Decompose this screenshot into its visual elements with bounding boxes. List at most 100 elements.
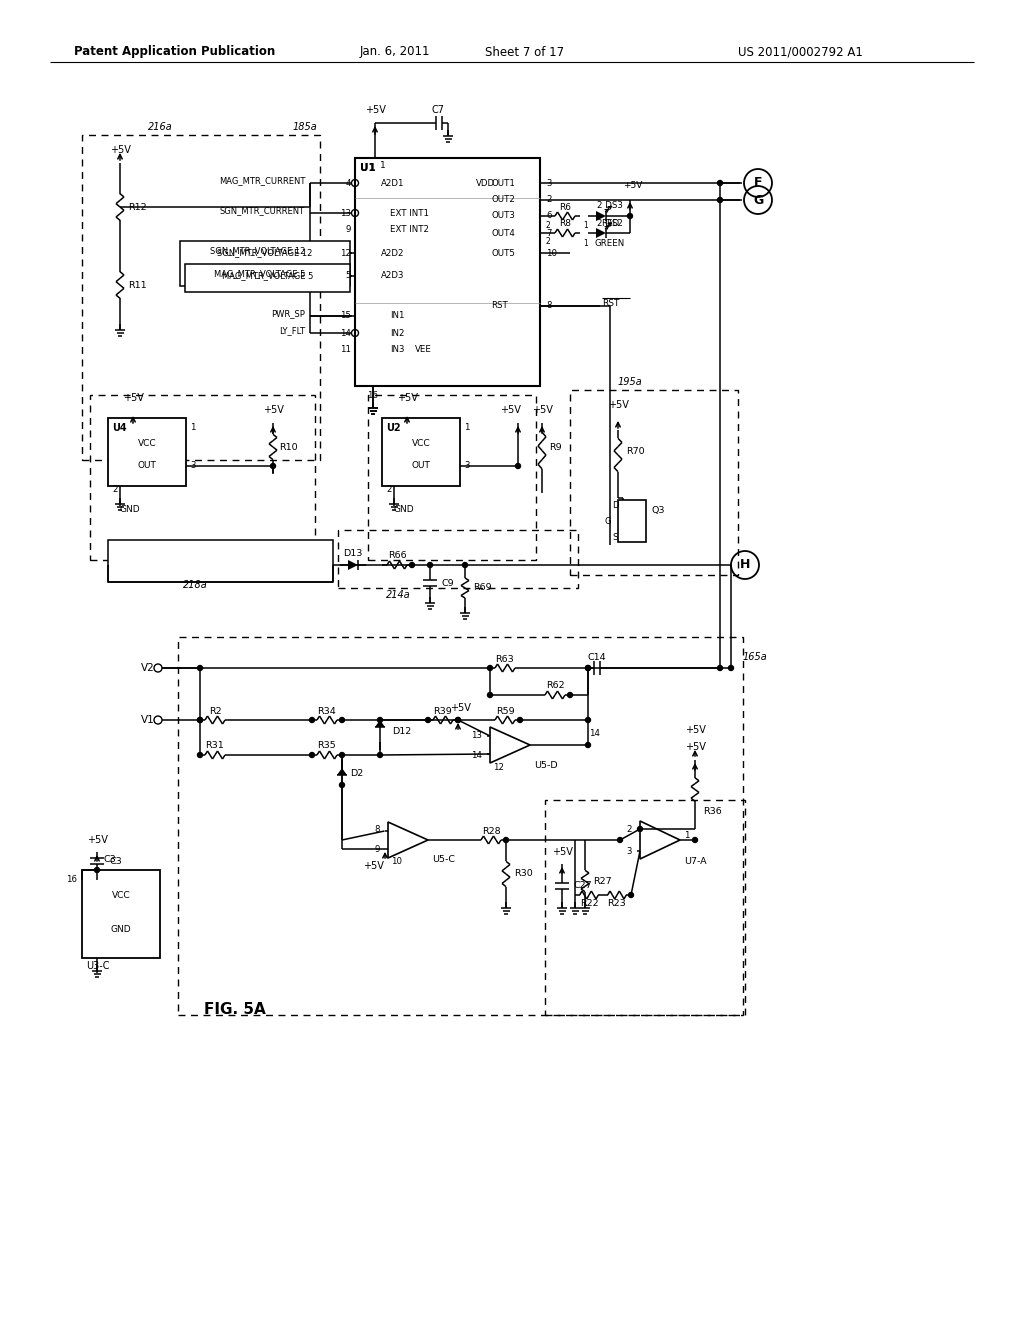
Text: 3: 3 <box>464 462 469 470</box>
Text: U1: U1 <box>360 162 376 173</box>
Circle shape <box>638 826 642 832</box>
Text: F: F <box>754 177 762 190</box>
Text: +5V: +5V <box>365 106 385 115</box>
Text: R2: R2 <box>209 706 221 715</box>
Text: +5V: +5V <box>87 836 108 845</box>
Text: R35: R35 <box>317 742 336 751</box>
Circle shape <box>586 665 591 671</box>
Text: U5-C: U5-C <box>432 855 455 865</box>
Circle shape <box>270 463 275 469</box>
Text: OUT4: OUT4 <box>492 228 515 238</box>
Circle shape <box>309 718 314 722</box>
Text: 15: 15 <box>341 312 351 321</box>
Bar <box>108 540 333 582</box>
Text: Sheet 7 of 17: Sheet 7 of 17 <box>485 45 564 58</box>
Text: 10: 10 <box>546 248 557 257</box>
Text: 6: 6 <box>546 211 552 220</box>
Text: RST: RST <box>492 301 508 310</box>
Text: IN1: IN1 <box>390 312 404 321</box>
Text: 9: 9 <box>375 846 380 854</box>
Text: +5V: +5V <box>531 405 552 414</box>
Circle shape <box>340 752 344 758</box>
Text: R11: R11 <box>128 281 146 289</box>
Text: VCC: VCC <box>412 438 430 447</box>
Circle shape <box>340 718 344 722</box>
Text: 14: 14 <box>471 751 482 759</box>
Text: 8: 8 <box>546 301 552 310</box>
Text: 214a: 214a <box>386 590 411 601</box>
Text: D: D <box>611 500 618 510</box>
Text: 2: 2 <box>546 195 552 205</box>
Text: 8: 8 <box>375 825 380 834</box>
Text: 12: 12 <box>341 248 351 257</box>
Text: 2: 2 <box>546 238 550 247</box>
Text: 9: 9 <box>345 226 350 235</box>
Text: 5: 5 <box>345 272 351 281</box>
Text: U2: U2 <box>386 422 400 433</box>
Polygon shape <box>348 560 358 570</box>
Text: G: G <box>604 517 611 527</box>
Circle shape <box>410 562 415 568</box>
Text: Jan. 6, 2011: Jan. 6, 2011 <box>359 45 430 58</box>
Text: EXT INT2: EXT INT2 <box>390 226 429 235</box>
Text: VEE: VEE <box>415 346 431 355</box>
Bar <box>618 500 646 543</box>
Text: 1: 1 <box>190 424 196 433</box>
Text: GND: GND <box>393 504 415 513</box>
Text: 16: 16 <box>368 392 379 400</box>
Text: 165a: 165a <box>742 652 767 663</box>
Text: R12: R12 <box>128 202 146 211</box>
Text: R28: R28 <box>481 826 501 836</box>
Text: 1: 1 <box>380 161 386 170</box>
Text: 2: 2 <box>627 825 632 833</box>
Text: R70: R70 <box>626 447 645 457</box>
Text: C3: C3 <box>109 857 122 866</box>
Text: OUT: OUT <box>412 462 430 470</box>
Polygon shape <box>375 719 385 727</box>
Circle shape <box>463 562 468 568</box>
Text: VCC: VCC <box>137 438 157 447</box>
Text: R69: R69 <box>473 583 492 593</box>
Text: R63: R63 <box>496 655 514 664</box>
Text: 11: 11 <box>341 346 351 355</box>
Text: U7-A: U7-A <box>684 858 707 866</box>
Text: 3: 3 <box>190 462 196 470</box>
Text: VCC: VCC <box>112 891 130 899</box>
Text: +5V: +5V <box>362 861 383 871</box>
Text: +5V: +5V <box>396 393 418 403</box>
Text: U3-C: U3-C <box>86 961 110 972</box>
Circle shape <box>456 718 461 722</box>
Text: 2: 2 <box>546 220 550 230</box>
Text: S: S <box>612 533 617 543</box>
Polygon shape <box>596 211 606 220</box>
Text: SGN_MTR_CURRENT: SGN_MTR_CURRENT <box>220 206 305 215</box>
Text: 1: 1 <box>584 222 589 231</box>
Text: 16: 16 <box>66 875 77 884</box>
Text: C14: C14 <box>588 652 606 661</box>
Text: 2: 2 <box>386 486 391 495</box>
Text: D12: D12 <box>392 727 412 737</box>
Text: G: G <box>753 194 763 206</box>
Bar <box>178 638 743 1015</box>
Circle shape <box>515 463 520 469</box>
Bar <box>338 531 578 587</box>
Bar <box>82 870 160 958</box>
Text: +5V: +5V <box>552 847 572 857</box>
Polygon shape <box>596 228 606 238</box>
Circle shape <box>586 718 591 722</box>
Text: +5V: +5V <box>123 393 143 403</box>
Text: 195a: 195a <box>617 378 642 387</box>
Circle shape <box>94 867 99 873</box>
Text: A2D3: A2D3 <box>381 272 404 281</box>
Text: R23: R23 <box>607 899 627 908</box>
Bar <box>382 418 460 486</box>
Text: PWR_SP: PWR_SP <box>271 309 305 318</box>
Text: 216a: 216a <box>147 121 172 132</box>
Text: RST: RST <box>602 298 620 308</box>
Text: +5V: +5V <box>607 400 629 411</box>
Text: 13: 13 <box>471 730 482 739</box>
Text: 14: 14 <box>590 729 600 738</box>
Text: VDD: VDD <box>475 178 495 187</box>
Text: R66: R66 <box>388 552 407 561</box>
Text: US 2011/0002792 A1: US 2011/0002792 A1 <box>737 45 862 58</box>
